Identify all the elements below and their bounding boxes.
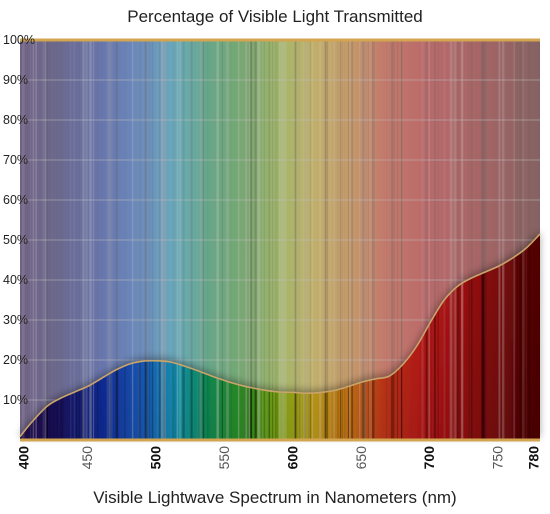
y-tick-label: 40% <box>3 273 28 287</box>
y-axis-ticks: 10% 20% 30% 40% 50% 60% 70% 80% 90% 100% <box>3 33 35 407</box>
x-tick-label: 500 <box>148 446 164 470</box>
y-tick-label: 100% <box>3 33 35 47</box>
x-tick-label: 750 <box>490 446 506 470</box>
x-tick-label: 780 <box>526 446 542 470</box>
x-tick-label: 650 <box>353 446 369 470</box>
y-tick-label: 90% <box>3 73 28 87</box>
x-tick-label: 400 <box>16 446 32 470</box>
y-tick-label: 20% <box>3 353 28 367</box>
chart-title: Percentage of Visible Light Transmitted <box>127 7 422 26</box>
y-tick-label: 30% <box>3 313 28 327</box>
x-tick-label: 600 <box>284 446 300 470</box>
x-tick-label: 700 <box>421 446 437 470</box>
transmission-curve <box>19 233 541 438</box>
y-tick-label: 50% <box>3 233 28 247</box>
y-tick-label: 10% <box>3 393 28 407</box>
y-tick-label: 80% <box>3 113 28 127</box>
x-tick-label: 550 <box>216 446 232 470</box>
y-tick-label: 70% <box>3 153 28 167</box>
x-tick-label: 450 <box>79 446 95 470</box>
x-axis-label: Visible Lightwave Spectrum in Nanometers… <box>93 488 456 507</box>
y-tick-label: 60% <box>3 193 28 207</box>
x-axis-ticks: 400 450 500 550 600 650 700 750 780 <box>16 446 542 470</box>
